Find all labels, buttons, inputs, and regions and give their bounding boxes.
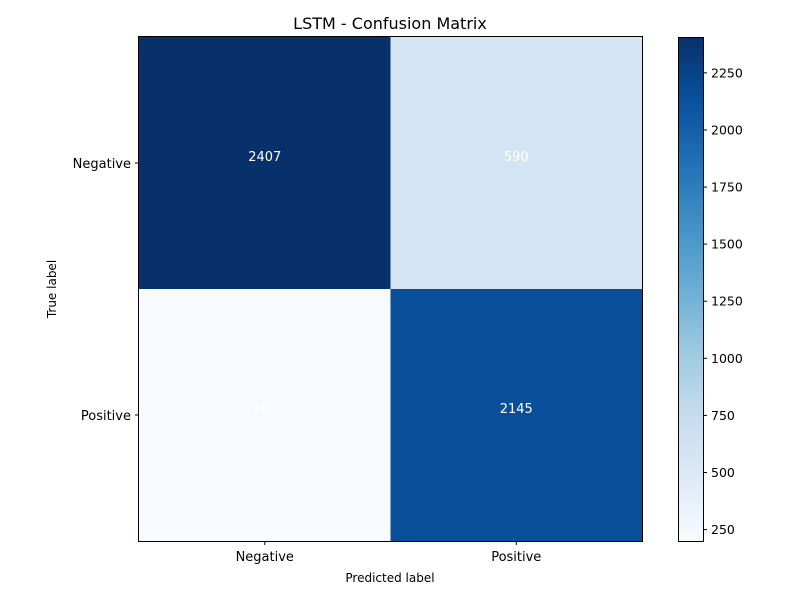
y-axis-label: True label: [45, 260, 59, 319]
colorbar-tick-label: 1000: [711, 351, 743, 366]
colorbar-ticks: 250 500 750 1000 1250 1500 1750 2000 2250: [703, 65, 743, 537]
cell-value-r1-c0: 200: [252, 402, 277, 417]
colorbar-tick-label: 1750: [711, 180, 743, 195]
matrix-cell-r0-c1: [390, 37, 643, 290]
cell-value-r0-c0: 2407: [248, 150, 281, 165]
plot-frame: [138, 36, 643, 542]
colorbar-tick-label: 750: [711, 408, 735, 423]
colorbar-tick-label: 2250: [711, 65, 743, 80]
x-axis-label: Predicted label: [345, 571, 434, 585]
y-tick-label: Negative: [73, 157, 131, 172]
x-tick-label: Positive: [491, 550, 541, 565]
colorbar-tick-label: 250: [711, 522, 735, 537]
y-axis-ticks: Negative Positive: [73, 157, 139, 424]
colorbar-tick-label: 1500: [711, 237, 743, 252]
cell-value-r0-c1: 590: [504, 150, 529, 165]
chart-title: LSTM - Confusion Matrix: [293, 14, 487, 33]
colorbar-tick-label: 1250: [711, 294, 743, 309]
matrix-cell-r1-c1: [390, 289, 643, 542]
matrix-cell-r0-c0: [139, 37, 391, 290]
matrix-cells: 2407 590 200 2145: [139, 37, 643, 542]
colorbar: [678, 37, 704, 542]
matrix-cell-r1-c0: [139, 289, 391, 542]
colorbar-tick-label: 500: [711, 465, 735, 480]
colorbar-tick-label: 2000: [711, 122, 743, 137]
x-tick-label: Negative: [236, 550, 294, 565]
y-tick-label: Positive: [81, 409, 131, 424]
cell-value-r1-c1: 2145: [500, 402, 533, 417]
x-axis-ticks: Negative Positive: [236, 541, 541, 565]
